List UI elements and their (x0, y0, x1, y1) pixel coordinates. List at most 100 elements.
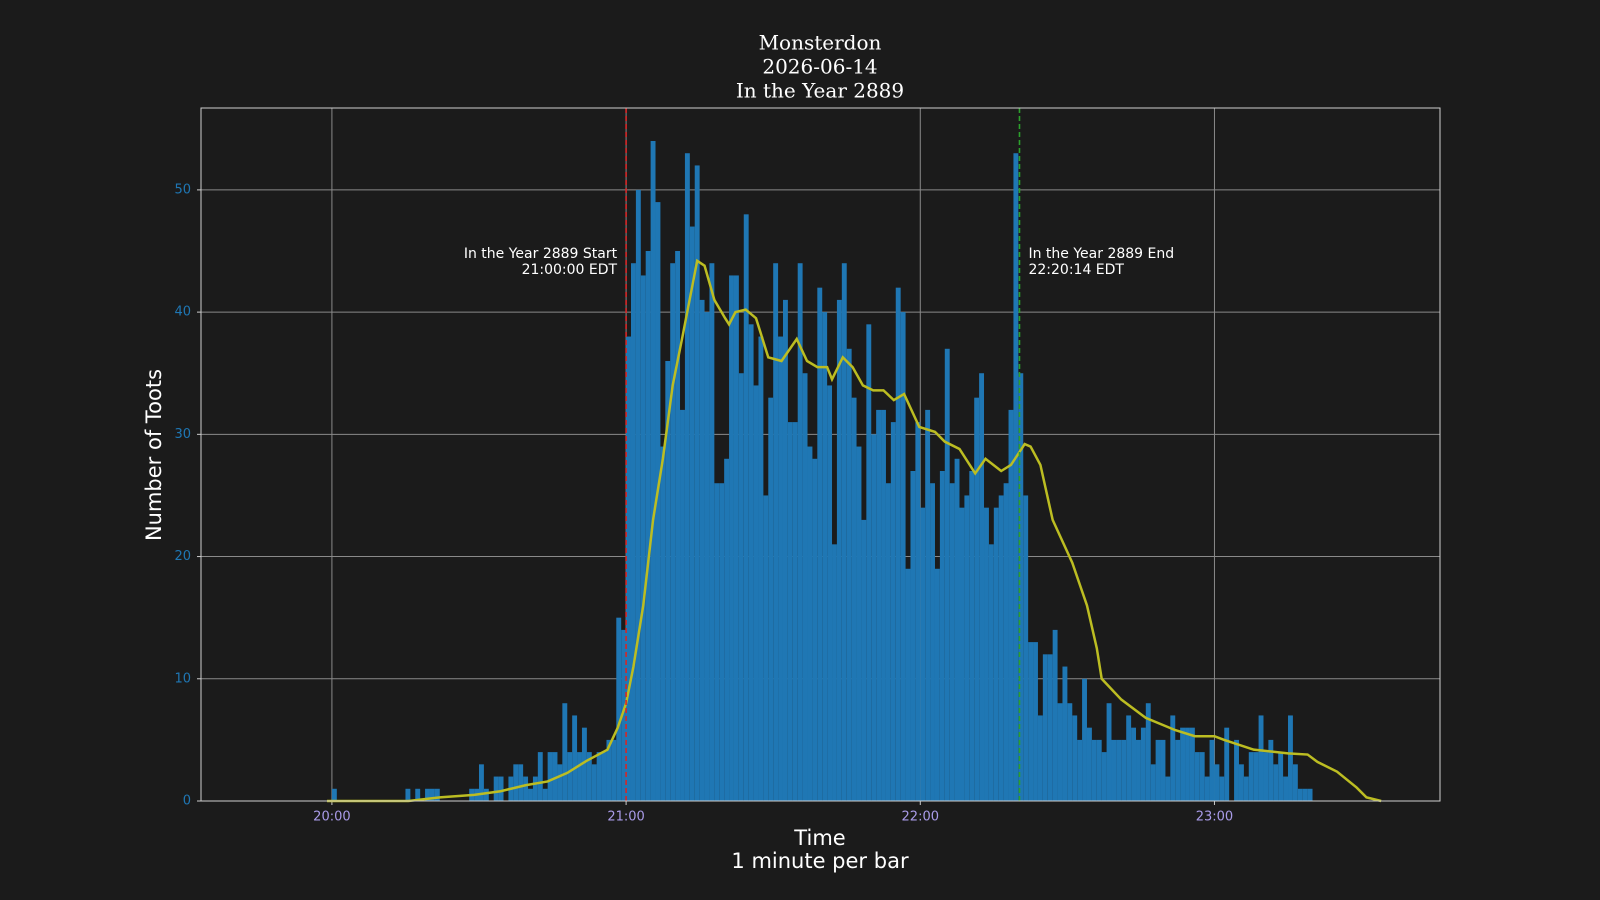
bar (581, 727, 587, 801)
bar (954, 458, 960, 801)
y-tick-label: 30 (174, 427, 191, 442)
bar (1150, 764, 1156, 801)
bar (591, 764, 597, 801)
bar (1263, 752, 1269, 801)
x-tick-label: 20:00 (313, 810, 350, 825)
event-annotation: 21:00:00 EDT (522, 262, 618, 278)
bar (1057, 703, 1063, 801)
y-tick-label: 0 (183, 794, 191, 809)
x-tick-label: 21:00 (607, 810, 644, 825)
bar (787, 422, 793, 801)
bar (1219, 776, 1225, 801)
bar (733, 275, 739, 801)
bar (1160, 739, 1166, 801)
bar (910, 471, 916, 801)
bar (660, 446, 666, 801)
bar (1273, 764, 1279, 801)
bar (881, 409, 886, 801)
bar (1189, 727, 1195, 801)
bar (1018, 373, 1024, 801)
x-axis-label: Time (793, 826, 845, 850)
bar (1199, 752, 1205, 801)
bar (665, 361, 671, 801)
bar (1165, 776, 1171, 801)
bar (616, 617, 622, 801)
bar (640, 275, 646, 801)
bar (562, 703, 568, 801)
bar (518, 764, 524, 801)
bar (704, 312, 710, 801)
y-tick-label: 20 (174, 549, 191, 564)
bar (1111, 739, 1117, 801)
bar (1106, 703, 1112, 801)
bar (748, 324, 754, 801)
y-tick-label: 40 (174, 305, 191, 320)
bar (1175, 739, 1181, 801)
bar (934, 568, 940, 801)
bar (689, 226, 695, 802)
bar (1302, 788, 1308, 801)
bar (1145, 703, 1151, 801)
bar (822, 312, 828, 801)
bar (699, 299, 705, 801)
bar (493, 776, 499, 801)
bar (596, 752, 602, 801)
bar (567, 752, 573, 801)
bar (1194, 752, 1200, 801)
bar (513, 764, 519, 801)
bar (1204, 776, 1210, 801)
bar (851, 397, 857, 801)
event-annotation: In the Year 2889 Start (464, 246, 618, 262)
bar (1155, 739, 1161, 801)
bar (1086, 727, 1092, 801)
bar (969, 471, 975, 801)
bar (974, 397, 980, 801)
event-annotation: In the Year 2889 End (1028, 246, 1174, 262)
bar (1140, 727, 1146, 801)
y-tick-label: 50 (174, 182, 191, 197)
bar (1288, 715, 1293, 801)
plot-frame (200, 107, 1441, 802)
bar (1003, 483, 1009, 801)
bar (827, 385, 833, 801)
bar (1283, 776, 1289, 801)
bar (1008, 409, 1014, 801)
bar (763, 495, 769, 801)
x-tick-label: 23:00 (1196, 810, 1233, 825)
bar (1224, 727, 1230, 801)
bar (1234, 739, 1239, 801)
bar (1028, 642, 1034, 801)
bar (577, 752, 582, 801)
bar (1121, 739, 1127, 801)
bar (1013, 153, 1019, 801)
bar (586, 752, 592, 801)
bar (537, 752, 543, 801)
bar (601, 752, 607, 801)
bar (817, 287, 823, 802)
bar (988, 544, 994, 801)
bar (768, 397, 774, 801)
bar (429, 788, 435, 801)
bar (714, 483, 720, 801)
bar (425, 788, 430, 801)
bar (1131, 727, 1137, 801)
bar (1136, 739, 1141, 801)
bar (861, 519, 867, 801)
bar (1307, 788, 1313, 801)
bar (675, 251, 681, 801)
bar (812, 458, 818, 801)
y-tick-label: 10 (174, 671, 191, 686)
bar (920, 507, 926, 801)
bar (655, 202, 661, 802)
bar (1052, 629, 1058, 801)
bar (1062, 666, 1068, 801)
bar (998, 495, 1004, 801)
bar (836, 299, 842, 801)
bar (832, 544, 837, 801)
bar (885, 483, 891, 801)
bar (841, 263, 847, 801)
bar (1101, 752, 1107, 801)
bar (1067, 703, 1073, 801)
bar (626, 336, 631, 801)
